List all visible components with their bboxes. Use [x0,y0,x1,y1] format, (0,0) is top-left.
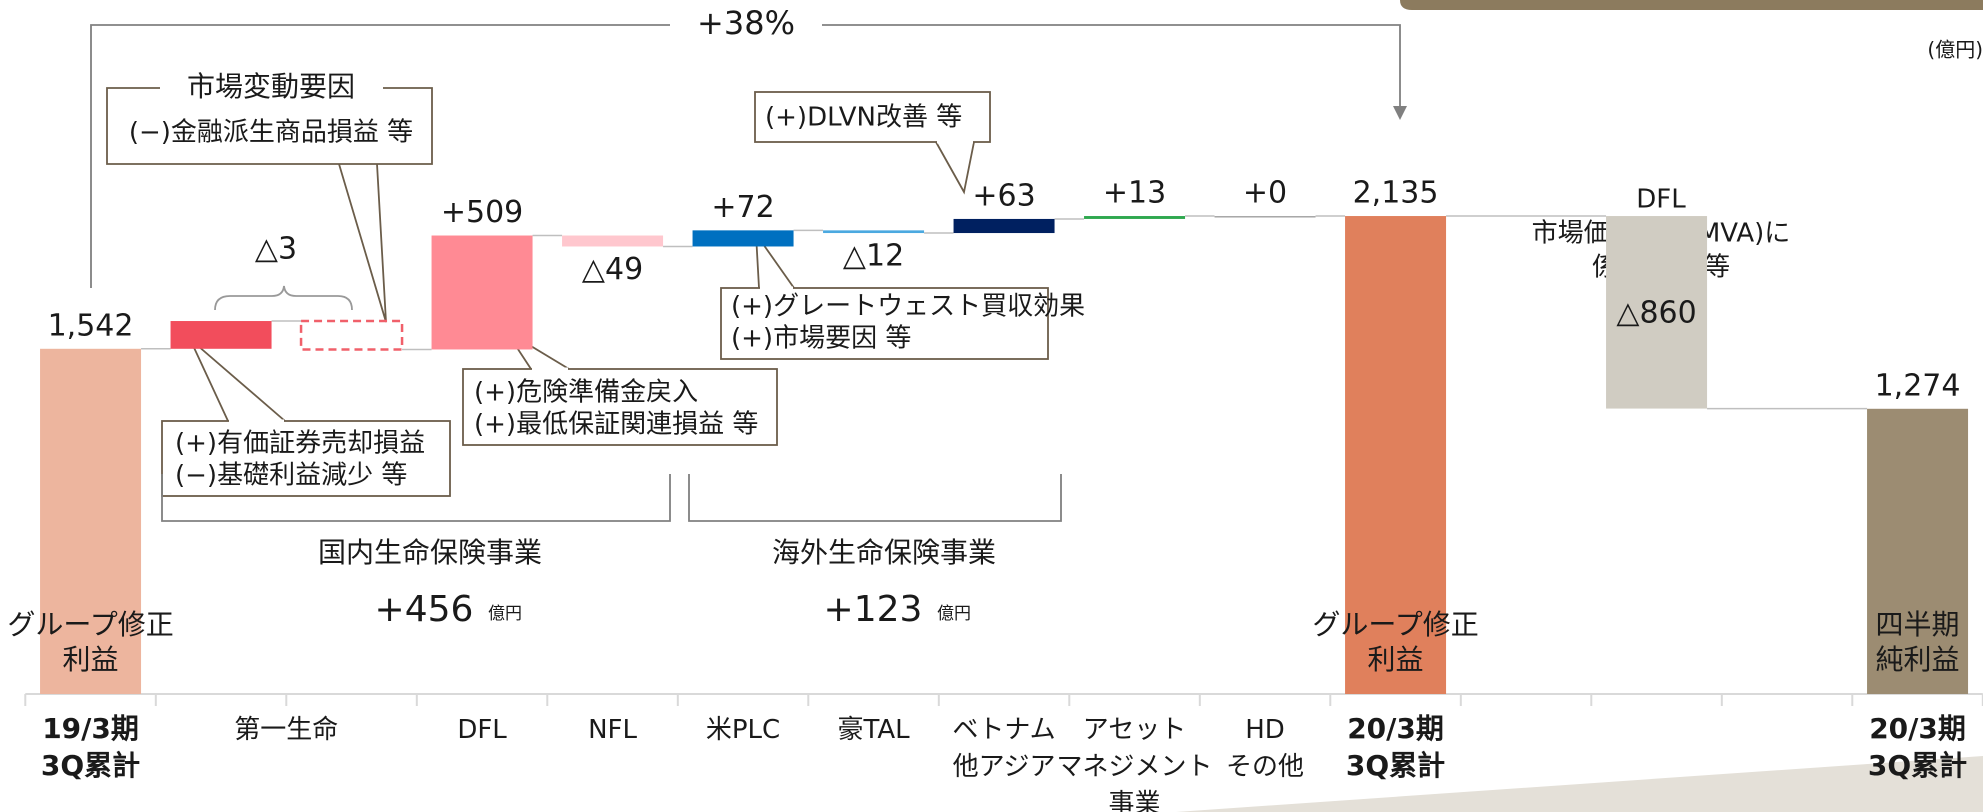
segment-name: 海外生命保険事業 [772,536,996,569]
group-label: △3 [255,232,297,267]
callout-text: (+)危険準備金戻入 [474,378,698,408]
bar [1214,216,1316,218]
mva-text: DFL [1636,185,1686,215]
segment-bracket [688,474,1062,522]
bar [40,348,142,694]
market-box [106,87,433,165]
value-label: 1,542 [48,308,134,343]
bar-text: グループ修正利益 [1312,608,1478,676]
header-bar [1400,0,1983,10]
value-label: 2,135 [1353,176,1439,211]
x-tick-label: ベトナム他アジア [952,715,1055,782]
arrow-head [1393,106,1407,120]
x-tick-label: 第一生命 [234,715,338,745]
value-label: +63 [972,178,1035,213]
callout-box [161,420,451,497]
callout-text: (+)グレートウェスト買収効果 [731,292,1085,322]
value-label: △860 [1616,296,1696,331]
x-tick-label: 豪TAL [837,715,910,745]
unit: (億円) [1927,38,1983,62]
bar [431,235,533,350]
growth-label: +38% [697,4,795,42]
x-tick-label: NFL [588,715,637,745]
x-tick-label: 20/3期 3Q累計 [1868,712,1967,782]
callout-text: (+)有価証券売却損益 [175,429,425,459]
segment-name: 国内生命保険事業 [318,536,542,569]
market-title: 市場変動要因 [187,70,355,103]
value-label: △12 [843,239,904,274]
bar [562,235,664,247]
segment-unit: 億円 [488,604,522,624]
callout-box [720,287,1049,360]
bar [1606,216,1708,409]
callout-text: (+)最低保証関連損益 等 [474,410,758,440]
bar [299,319,404,351]
bar [953,218,1055,234]
brace [214,285,353,311]
decor-triangle [1176,756,1983,812]
x-tick-label: HD その他 [1226,715,1304,782]
bar-text: グループ修正利益 [7,608,173,676]
bar [1345,216,1447,695]
segment-value: +456 [375,589,474,630]
bar-text: 四半期純利益 [1876,608,1960,676]
callout-tail [189,338,286,422]
market-text: (−)金融派生商品損益 等 [129,118,413,148]
bar [1084,216,1186,219]
callout-box [754,91,991,143]
value-label: +0 [1243,176,1287,211]
value-label: +72 [711,190,774,225]
x-tick-label: DFL [457,715,507,745]
x-tick-label: アセットマネジメント事業 [1057,715,1213,812]
callout-box [462,368,778,446]
bar [823,230,925,234]
bar [170,321,272,349]
x-tick-label: 米PLC [706,715,780,745]
callout-text: (−)基礎利益減少 等 [175,461,407,491]
callout-text: (+)DLVN改善 等 [765,103,962,133]
segment-value: +123 [824,589,923,630]
value-label: +13 [1103,176,1166,211]
value-label: △49 [582,252,643,287]
x-tick-label: 19/3期 3Q累計 [41,712,140,782]
value-label: +509 [441,195,523,230]
segment-unit: 億円 [937,604,971,624]
value-label: 1,274 [1875,368,1961,403]
x-tick-label: 20/3期 3Q累計 [1346,712,1445,782]
callout-text: (+)市場要因 等 [731,324,911,354]
callout-tail [935,141,975,195]
growth-arrow [90,24,1401,288]
segment-bracket [161,474,671,522]
bar [692,230,794,247]
bar [1867,408,1969,694]
